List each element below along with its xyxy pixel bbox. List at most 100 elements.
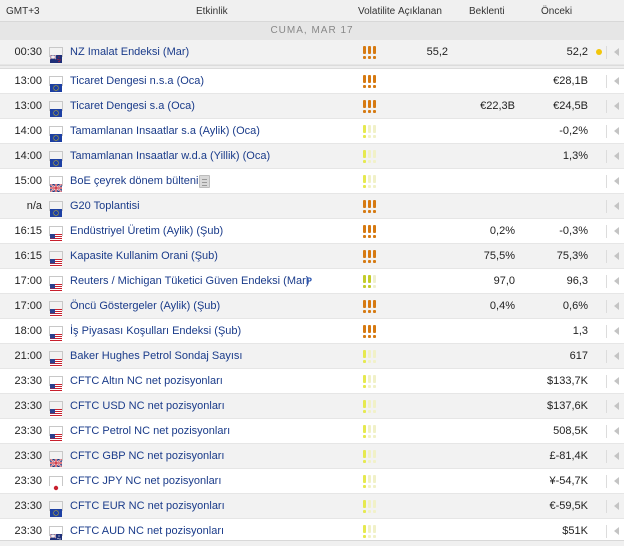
table-row[interactable]: 15:00 BoE çeyrek dönem bülteni <box>0 169 624 194</box>
eu-flag <box>49 201 63 217</box>
expand-arrow-icon[interactable] <box>606 375 624 388</box>
table-row[interactable]: 13:00 Ticaret Dengesi s.a (Oca) €22,3B €24,… <box>0 94 624 119</box>
new-zealand-flag <box>49 47 63 63</box>
event-name-link[interactable]: Öncü Göstergeler (Aylik) (Şub) <box>70 300 221 312</box>
event-name-link[interactable]: Ticaret Dengesi s.a (Oca) <box>70 100 195 112</box>
table-row[interactable]: 16:15 Kapasite Kullanim Orani (Şub) 75,5% 7… <box>0 244 624 269</box>
expand-arrow-icon[interactable] <box>606 100 624 113</box>
expand-arrow-icon[interactable] <box>606 175 624 188</box>
event-name-link[interactable]: Ticaret Dengesi n.s.a (Oca) <box>70 75 205 87</box>
expand-arrow-icon[interactable] <box>606 46 624 59</box>
expand-arrow-icon[interactable] <box>606 450 624 463</box>
event-name-link[interactable]: CFTC AUD NC net pozisyonları <box>70 525 225 537</box>
header-time[interactable]: GMT+3 <box>6 6 40 17</box>
us-flag <box>49 426 63 442</box>
event-name-link[interactable]: İş Piyasası Koşulları Endeksi (Şub) <box>70 325 242 337</box>
table-row[interactable]: 21:00 Baker Hughes Petrol Sondaj Sayısı 61… <box>0 344 624 369</box>
event-name-link[interactable]: G20 Toplantisi <box>70 200 140 212</box>
header-event[interactable]: Etkinlik <box>196 6 228 17</box>
table-row[interactable]: 23:30 CFTC GBP NC net pozisyonları £-81,4K <box>0 444 624 469</box>
table-row[interactable]: 23:30 CFTC EUR NC net pozisyonları €-59,5K <box>0 494 624 519</box>
expand-arrow-icon[interactable] <box>606 525 624 538</box>
table-row[interactable]: 18:00 İş Piyasası Koşulları Endeksi (Şub)… <box>0 319 624 344</box>
expand-arrow-icon[interactable] <box>606 425 624 438</box>
event-time: 17:00 <box>14 275 42 287</box>
table-row[interactable]: 23:30 CFTC JPY NC net pozisyonları ¥-54,7K <box>0 469 624 494</box>
us-flag <box>49 401 63 417</box>
header-actual[interactable]: Açıklanan <box>398 6 442 17</box>
event-name-link[interactable]: Reuters / Michigan Tüketici Güven Endeks… <box>70 275 310 287</box>
event-name-link[interactable]: Tamamlanan Insaatlar s.a (Aylik) (Oca) <box>70 125 260 137</box>
expand-arrow-icon[interactable] <box>606 400 624 413</box>
event-name-link[interactable]: Tamamlanan Insaatlar w.d.a (Yillik) (Oca… <box>70 150 271 162</box>
eu-flag <box>49 501 63 517</box>
forecast-value: 97,0 <box>493 275 515 287</box>
previous-value: 508,5K <box>553 425 588 437</box>
expand-arrow-icon[interactable] <box>606 250 624 263</box>
table-row[interactable]: n/a G20 Toplantisi <box>0 194 624 219</box>
actual-value <box>370 319 448 343</box>
volatility-icon-high <box>362 98 378 114</box>
event-name-link[interactable]: CFTC EUR NC net pozisyonları <box>70 500 225 512</box>
event-time: 16:15 <box>14 250 42 262</box>
volatility-icon-high <box>362 323 378 339</box>
header-volatility[interactable]: Volatilite <box>358 6 396 17</box>
forecast-value <box>440 319 515 343</box>
volatility-icon-low <box>362 373 378 389</box>
event-name-link[interactable]: BoE çeyrek dönem bülteni <box>70 175 199 187</box>
table-row[interactable]: 13:00 Ticaret Dengesi n.s.a (Oca) €28,1B <box>0 69 624 94</box>
eu-flag <box>49 101 63 117</box>
expand-arrow-icon[interactable] <box>606 500 624 513</box>
event-name-link[interactable]: CFTC GBP NC net pozisyonları <box>70 450 225 462</box>
us-flag <box>49 226 63 242</box>
table-row[interactable]: 00:30 NZ Imalat Endeksi (Mar) 55,2 52,2 <box>0 40 624 65</box>
previous-value: £-81,4K <box>549 450 588 462</box>
expand-arrow-icon[interactable] <box>606 125 624 138</box>
table-row[interactable]: 16:15 Endüstriyel Üretim (Aylik) (Şub) 0,2… <box>0 219 624 244</box>
expand-arrow-icon[interactable] <box>606 150 624 163</box>
previous-value: -0,3% <box>559 225 588 237</box>
event-name-link[interactable]: CFTC USD NC net pozisyonları <box>70 400 225 412</box>
event-name-link[interactable]: CFTC JPY NC net pozisyonları <box>70 475 222 487</box>
event-name-link[interactable]: CFTC Petrol NC net pozisyonları <box>70 425 231 437</box>
header-forecast[interactable]: Beklenti <box>469 6 505 17</box>
table-row[interactable]: 23:30 CFTC Petrol NC net pozisyonları 508,… <box>0 419 624 444</box>
expand-arrow-icon[interactable] <box>606 225 624 238</box>
expand-arrow-icon[interactable] <box>606 275 624 288</box>
expand-arrow-icon[interactable] <box>606 200 624 213</box>
table-row[interactable]: 17:00 Reuters / Michigan Tüketici Güven E… <box>0 269 624 294</box>
previous-value <box>515 194 588 218</box>
actual-value <box>370 169 448 193</box>
table-row[interactable]: 23:30 CFTC Altın NC net pozisyonları $133,… <box>0 369 624 394</box>
us-flag <box>49 326 63 342</box>
actual-value <box>370 269 448 293</box>
expand-arrow-icon[interactable] <box>606 350 624 363</box>
event-time: 00:30 <box>14 46 42 58</box>
event-time: 18:00 <box>14 325 42 337</box>
status-dot-icon <box>596 49 602 55</box>
actual-value <box>370 469 448 493</box>
event-name-link[interactable]: Endüstriyel Üretim (Aylik) (Şub) <box>70 225 224 237</box>
table-row[interactable]: 17:00 Öncü Göstergeler (Aylik) (Şub) 0,4% 0… <box>0 294 624 319</box>
event-time: 16:15 <box>14 225 42 237</box>
event-name-link[interactable]: NZ Imalat Endeksi (Mar) <box>70 46 190 58</box>
table-row[interactable]: 23:30 CFTC USD NC net pozisyonları $137,6K <box>0 394 624 419</box>
previous-value: $137,6K <box>547 400 588 412</box>
horizontal-scrollbar[interactable] <box>0 540 624 546</box>
event-name-link[interactable]: Baker Hughes Petrol Sondaj Sayısı <box>70 350 243 362</box>
event-name-link[interactable]: Kapasite Kullanim Orani (Şub) <box>70 250 218 262</box>
australia-flag <box>49 526 63 542</box>
header-previous[interactable]: Önceki <box>541 6 573 17</box>
clipboard-icon[interactable] <box>199 175 210 188</box>
expand-arrow-icon[interactable] <box>606 475 624 488</box>
expand-arrow-icon[interactable] <box>606 300 624 313</box>
previous-value: $133,7K <box>547 375 588 387</box>
table-row[interactable]: 14:00 Tamamlanan Insaatlar s.a (Aylik) (O… <box>0 119 624 144</box>
table-row[interactable]: 14:00 Tamamlanan Insaatlar w.d.a (Yillik)… <box>0 144 624 169</box>
event-name-link[interactable]: CFTC Altın NC net pozisyonları <box>70 375 223 387</box>
expand-arrow-icon[interactable] <box>606 325 624 338</box>
volatility-icon-low <box>362 148 378 164</box>
expand-arrow-icon[interactable] <box>606 75 624 88</box>
volatility-icon-medium <box>362 273 378 289</box>
event-time: 23:30 <box>14 500 42 512</box>
